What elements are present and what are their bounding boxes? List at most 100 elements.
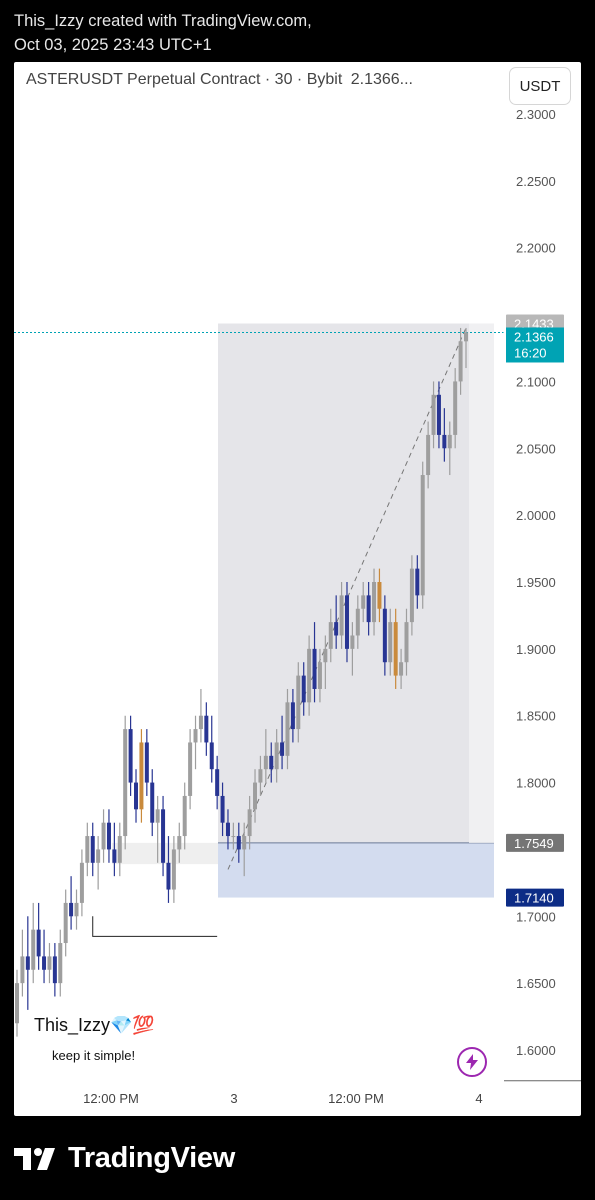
x-tick-label: 12:00 PM (83, 1091, 139, 1106)
y-tick-label: 1.8500 (516, 709, 556, 724)
candle-body (193, 729, 198, 743)
candle-body (155, 809, 160, 823)
target-zone (218, 323, 494, 843)
candle-body (399, 662, 404, 676)
candle-body (442, 434, 447, 449)
x-tick-label: 4 (475, 1091, 482, 1106)
candle-body (307, 648, 312, 703)
y-tick-label: 1.6500 (516, 976, 556, 991)
candle-body (74, 902, 79, 917)
candle-body (150, 782, 155, 823)
candle-body (420, 475, 425, 596)
candle-body (58, 943, 63, 984)
symbol-name: ASTERUSDT Perpetual Contract · 30 · Bybi… (26, 71, 343, 88)
candle-body (464, 332, 468, 342)
stop-price-label: 1.7140 (514, 891, 554, 906)
y-tick-label: 2.2000 (516, 241, 556, 256)
candle-body (253, 782, 258, 810)
footer-brand-name: TradingView (68, 1142, 235, 1174)
stop-price-label-bg (506, 888, 564, 907)
candle-body (128, 729, 133, 783)
currency-button[interactable]: USDT (509, 67, 571, 105)
candle-body (209, 742, 214, 770)
candle-body (258, 769, 263, 783)
candle-body (31, 929, 36, 970)
entry-price-label: 1.7549 (514, 836, 554, 851)
candle-body (15, 983, 19, 1024)
candle-body (382, 608, 387, 663)
candle-body (36, 929, 41, 957)
x-tick-label: 3 (230, 1091, 237, 1106)
y-tick-label: 1.7000 (516, 909, 556, 924)
y-tick-label: 2.2500 (516, 174, 556, 189)
candle-body (328, 622, 333, 649)
candle-body (204, 715, 209, 743)
y-tick-label: 2.3000 (516, 107, 556, 122)
candle-body (285, 702, 290, 756)
candle-body (366, 595, 371, 623)
candle-body (134, 782, 139, 810)
candle-body (177, 836, 182, 850)
current-price-label: 2.1366 (514, 329, 554, 344)
candle-body (63, 902, 68, 944)
candle-body (388, 622, 393, 663)
candle-body (242, 836, 247, 850)
candle-body (20, 956, 25, 984)
candle-body (139, 742, 144, 810)
candle-body (90, 836, 95, 863)
stop-zone (218, 842, 494, 898)
candle-body (431, 394, 436, 435)
y-tick-label: 2.0000 (516, 508, 556, 523)
candle-body (317, 662, 322, 689)
candle-body (215, 769, 220, 796)
footer-brand: TradingView (14, 1142, 235, 1175)
candle-body (372, 582, 377, 623)
candle-body (247, 809, 252, 837)
share-date-line: Oct 03, 2025 23:43 UTC+1 (14, 36, 212, 54)
candle-body (290, 702, 295, 730)
symbol-last-price: 2.1366... (350, 71, 413, 88)
candle-body (415, 568, 420, 596)
candle-body (393, 622, 398, 676)
candle-body (101, 822, 106, 850)
candle-body (123, 729, 128, 837)
candle-body (96, 849, 101, 863)
y-tick-label: 2.1000 (516, 374, 556, 389)
tradingview-logo-icon (14, 1147, 55, 1170)
candle-body (161, 809, 166, 863)
candle-body (274, 742, 279, 770)
symbol-legend: ASTERUSDT Perpetual Contract · 30 · Bybi… (26, 71, 413, 89)
y-tick-label: 2.0500 (516, 441, 556, 456)
candle-body (106, 822, 111, 850)
candle-body (404, 622, 409, 663)
candle-body (220, 795, 225, 823)
candle-body (117, 836, 122, 863)
watermark-title: This_Izzy💎💯 (34, 1015, 155, 1035)
bolt-icon[interactable] (457, 1047, 487, 1077)
candle-body (225, 822, 230, 837)
candle-body (377, 582, 382, 609)
candle-body (296, 675, 301, 730)
candle-body (182, 795, 187, 837)
y-tick-label: 1.9000 (516, 642, 556, 657)
candle-body (323, 648, 328, 663)
chart-card: 2.3000 2.2500 2.2000 2.1000 2.0500 2.0000 1.95… (14, 62, 581, 1116)
candle-body (263, 755, 268, 770)
candle-body (231, 836, 236, 838)
candle-body (334, 622, 339, 636)
candle-body (269, 755, 274, 770)
candle-body (69, 902, 74, 917)
candle-body (447, 434, 452, 449)
candle-body (453, 381, 458, 435)
candle-body (188, 742, 193, 796)
candle-body (355, 608, 360, 636)
countdown-label: 16:20 (514, 345, 547, 360)
candlestick-chart[interactable]: 2.3000 2.2500 2.2000 2.1000 2.0500 2.0000 1.95… (14, 62, 581, 1116)
candle-body (112, 849, 117, 863)
candle-body (144, 742, 149, 783)
candle-body (47, 956, 52, 970)
candle-body (350, 635, 355, 649)
candle-body (79, 862, 84, 903)
current-price-label-bg (506, 327, 564, 363)
y-tick-label: 1.8000 (516, 776, 556, 791)
